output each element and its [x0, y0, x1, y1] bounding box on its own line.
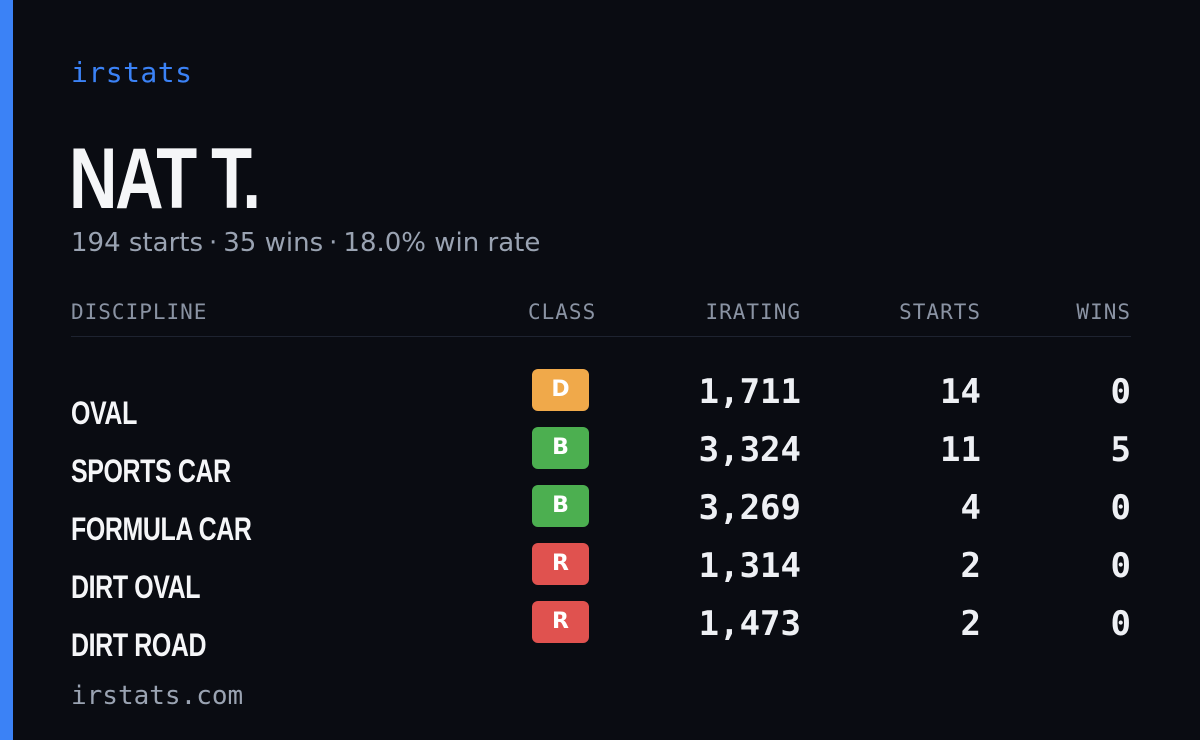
- header-irating: IRATING: [705, 300, 801, 324]
- starts-value: 4: [960, 488, 981, 528]
- header-wins: WINS: [1076, 300, 1131, 324]
- summary-win-rate: 18.0% win rate: [343, 228, 541, 258]
- class-badge: R: [532, 543, 589, 585]
- table-row: OVAL D 1,711 14 0: [71, 369, 1131, 431]
- discipline-table: DISCIPLINE CLASS IRATING STARTS WINS OVA…: [71, 300, 1131, 663]
- starts-value: 11: [940, 430, 981, 470]
- irating-value: 3,324: [698, 430, 801, 470]
- table-row: DIRT ROAD R 1,473 2 0: [71, 601, 1131, 663]
- summary-starts: 194 starts: [71, 228, 203, 258]
- class-badge: R: [532, 601, 589, 643]
- table-body: OVAL D 1,711 14 0 SPORTS CAR B 3,324 11 …: [71, 337, 1131, 663]
- header-starts: STARTS: [899, 300, 981, 324]
- irating-value: 1,473: [698, 604, 801, 644]
- wins-value: 0: [1110, 372, 1131, 412]
- driver-name: NAT T.: [69, 131, 261, 227]
- irating-value: 1,711: [698, 372, 801, 412]
- brand-logo-text: irstats: [71, 56, 193, 89]
- wins-value: 0: [1110, 488, 1131, 528]
- header-class: CLASS: [528, 300, 597, 324]
- starts-value: 14: [940, 372, 981, 412]
- class-badge: B: [532, 485, 589, 527]
- summary-separator: ·: [209, 228, 218, 258]
- irating-value: 1,314: [698, 546, 801, 586]
- starts-value: 2: [960, 546, 981, 586]
- summary-wins: 35 wins: [223, 228, 324, 258]
- class-badge: D: [532, 369, 589, 411]
- table-row: FORMULA CAR B 3,269 4 0: [71, 485, 1131, 547]
- discipline-name: OVAL: [71, 395, 137, 431]
- discipline-name: DIRT ROAD: [71, 627, 207, 663]
- discipline-name: DIRT OVAL: [71, 569, 201, 605]
- accent-bar: [0, 0, 13, 740]
- footer-url: irstats.com: [71, 681, 244, 711]
- table-header: DISCIPLINE CLASS IRATING STARTS WINS: [71, 300, 1131, 337]
- table-row: DIRT OVAL R 1,314 2 0: [71, 543, 1131, 605]
- summary-separator: ·: [329, 228, 338, 258]
- starts-value: 2: [960, 604, 981, 644]
- discipline-name: SPORTS CAR: [71, 453, 231, 489]
- table-row: SPORTS CAR B 3,324 11 5: [71, 427, 1131, 489]
- header-discipline: DISCIPLINE: [71, 300, 208, 324]
- wins-value: 0: [1110, 604, 1131, 644]
- wins-value: 0: [1110, 546, 1131, 586]
- class-badge: B: [532, 427, 589, 469]
- discipline-name: FORMULA CAR: [71, 511, 252, 547]
- wins-value: 5: [1110, 430, 1131, 470]
- irating-value: 3,269: [698, 488, 801, 528]
- summary-line: 194 starts · 35 wins · 18.0% win rate: [71, 228, 540, 258]
